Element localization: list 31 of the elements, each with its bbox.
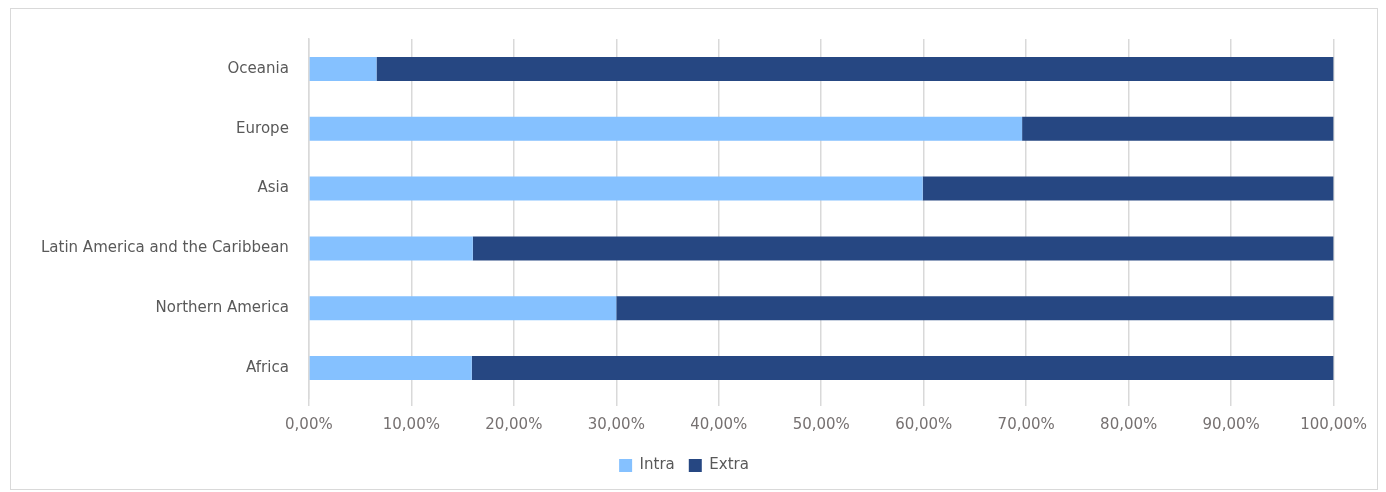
bar <box>309 116 1023 141</box>
bar <box>471 356 1334 381</box>
x-tick-label: 10,00% <box>382 414 440 433</box>
y-tick-label: Oceania <box>227 58 289 77</box>
bar <box>376 56 1334 81</box>
x-tick-label: 80,00% <box>1100 414 1158 433</box>
bar <box>309 356 472 381</box>
x-tick-label: 50,00% <box>792 414 850 433</box>
bar <box>309 296 617 321</box>
y-tick-label: Northern America <box>155 298 289 317</box>
y-tick-label: Europe <box>236 118 289 137</box>
bar <box>309 56 377 81</box>
x-tick-label: 90,00% <box>1202 414 1260 433</box>
bar <box>616 296 1334 321</box>
legend-label: Extra <box>709 455 749 474</box>
x-tick-label: 70,00% <box>997 414 1055 433</box>
y-tick-label: Africa <box>246 357 289 376</box>
bar <box>309 176 923 201</box>
x-tick-label: 20,00% <box>485 414 543 433</box>
x-tick-label: 100,00% <box>1300 414 1368 433</box>
bar <box>1022 116 1334 141</box>
x-tick-label: 30,00% <box>587 414 645 433</box>
y-tick-label: Latin America and the Caribbean <box>41 238 289 257</box>
legend-label: Intra <box>639 455 675 474</box>
y-tick-label: Asia <box>257 178 289 197</box>
x-tick-label: 60,00% <box>895 414 953 433</box>
bar <box>922 176 1334 201</box>
x-tick-label: 40,00% <box>690 414 748 433</box>
bar <box>472 236 1334 261</box>
bar <box>309 236 473 261</box>
x-tick-label: 0,00% <box>285 414 333 433</box>
